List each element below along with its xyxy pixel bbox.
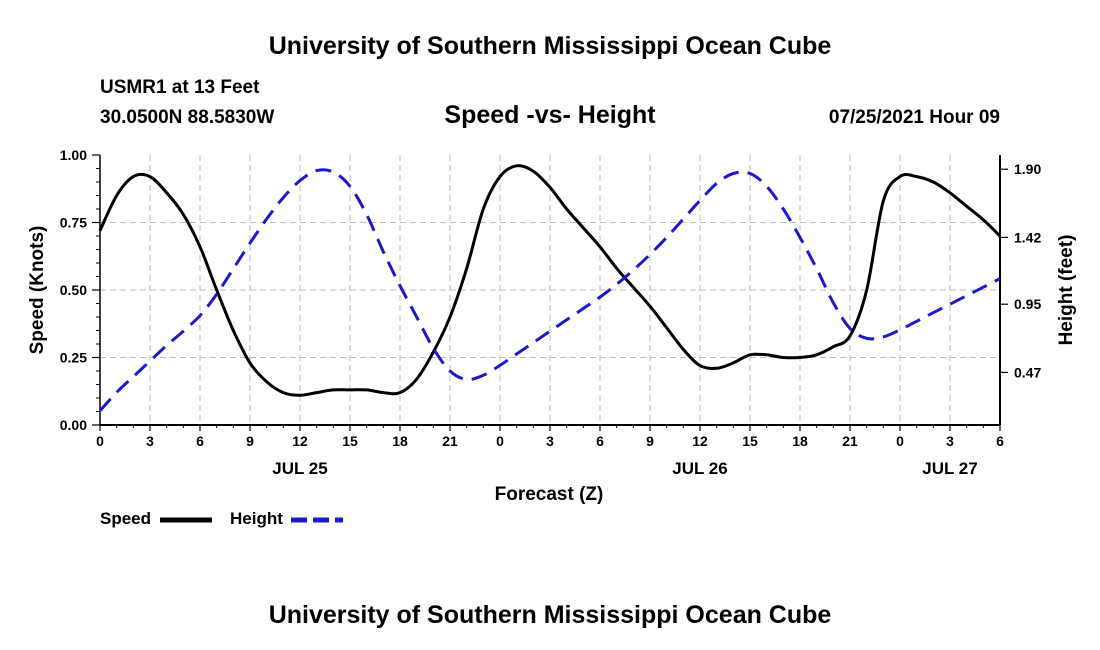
legend-label-height: Height	[230, 509, 283, 528]
x-tick-label: 21	[442, 433, 458, 449]
y-left-tick-label: 1.00	[60, 147, 87, 163]
x-axis-title: Forecast (Z)	[495, 484, 604, 505]
x-tick-label: 6	[596, 433, 604, 449]
x-tick-label: 6	[196, 433, 204, 449]
y-left-tick-label: 0.00	[60, 417, 87, 433]
date-label: JUL 25	[272, 459, 327, 478]
y-left-tick-label: 0.50	[60, 282, 87, 298]
x-tick-label: 6	[996, 433, 1004, 449]
y-left-tick-label: 0.75	[60, 215, 87, 231]
x-tick-label: 3	[946, 433, 954, 449]
y-left-tick-label: 0.25	[60, 350, 87, 366]
page-title: University of Southern Mississippi Ocean…	[268, 32, 832, 60]
legend-label-speed: Speed	[100, 509, 151, 528]
y-right-tick-label: 1.42	[1014, 229, 1041, 245]
x-tick-label: 3	[146, 433, 154, 449]
x-tick-label: 12	[692, 433, 708, 449]
station-label: USMR1 at 13 Feet	[100, 77, 260, 98]
x-tick-label: 9	[646, 433, 654, 449]
x-tick-label: 21	[842, 433, 858, 449]
footer-title: University of Southern Mississippi Ocean…	[268, 601, 832, 629]
y-left-axis-title: Speed (Knots)	[27, 226, 48, 355]
x-tick-label: 0	[496, 433, 504, 449]
y-right-tick-label: 0.95	[1014, 296, 1041, 312]
series-line-height	[98, 168, 1001, 412]
x-tick-label: 18	[792, 433, 808, 449]
date-label: JUL 26	[672, 459, 727, 478]
forecast-datetime: 07/25/2021 Hour 09	[828, 107, 1000, 128]
y-right-axis-title: Height (feet)	[1056, 235, 1077, 346]
y-right-tick-label: 0.47	[1014, 364, 1041, 380]
series-line-speed	[98, 164, 1002, 397]
x-tick-label: 0	[96, 433, 104, 449]
x-tick-label: 15	[342, 433, 358, 449]
chart-title: Speed -vs- Height	[444, 101, 656, 129]
x-tick-label: 3	[546, 433, 554, 449]
y-right-tick-label: 1.90	[1014, 161, 1041, 177]
x-tick-label: 15	[742, 433, 758, 449]
date-label: JUL 27	[922, 459, 977, 478]
x-tick-label: 12	[292, 433, 308, 449]
x-tick-label: 18	[392, 433, 408, 449]
x-tick-label: 9	[246, 433, 254, 449]
station-coords: 30.0500N 88.5830W	[100, 107, 275, 128]
x-tick-label: 0	[896, 433, 904, 449]
